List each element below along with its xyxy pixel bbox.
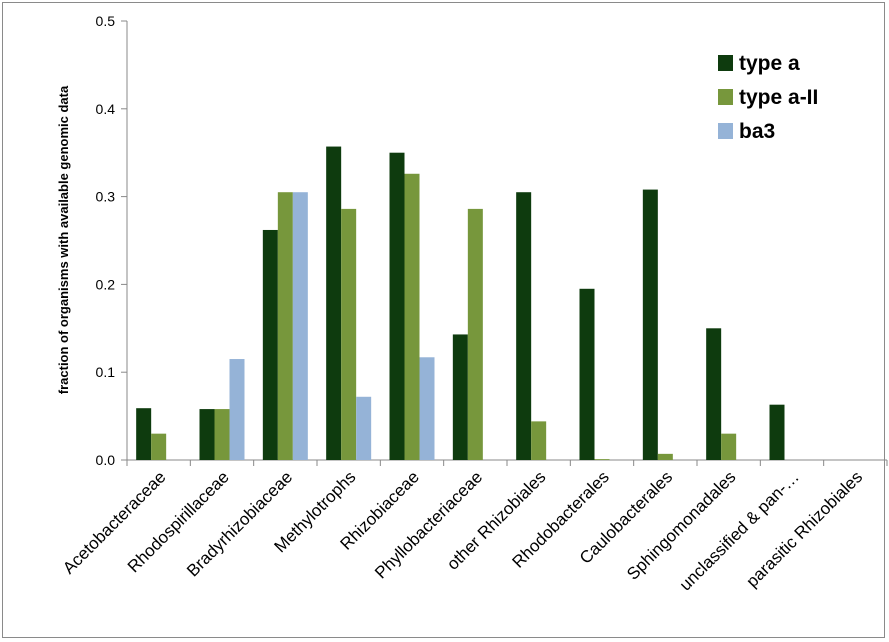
bar-ba3 (292, 192, 308, 460)
bar-type-a (706, 328, 722, 460)
bar-type-a (452, 334, 468, 460)
bar-type-a-ii (341, 208, 357, 460)
legend-label: ba3 (739, 120, 775, 143)
y-tick-label: 0.1 (96, 364, 116, 380)
bar-type-a-ii (277, 192, 293, 460)
y-tick-label: 0.2 (96, 276, 116, 292)
y-tick-label: 0.0 (96, 452, 116, 468)
bar-type-a-ii (214, 409, 230, 460)
y-axis-label: fraction of organisms with available gen… (56, 85, 71, 394)
legend-swatch (718, 89, 733, 105)
bar-ba3 (356, 396, 372, 460)
legend-label: type a (739, 52, 800, 75)
bar-type-a-ii (594, 459, 610, 460)
bar-type-a-ii (151, 433, 167, 460)
y-tick-label: 0.3 (96, 189, 116, 205)
bar-type-a-ii (467, 208, 483, 460)
bar-type-a-ii (404, 173, 420, 460)
x-tick-label: parasitic Rhizobiales (742, 467, 866, 591)
y-axis-ticks: 0.0 0.1 0.2 0.3 0.4 0.5 (96, 13, 127, 468)
y-tick-label: 0.5 (96, 13, 116, 29)
bar-ba3 (419, 357, 435, 460)
bar-type-a (516, 192, 532, 460)
bar-type-a (262, 229, 278, 460)
bar-type-a (136, 408, 152, 460)
bar-type-a (326, 146, 342, 460)
bar-type-a (769, 404, 785, 460)
bar-type-a-ii (721, 433, 737, 460)
x-axis-ticks: AcetobacteraceaeRhodospirillaceaeBradyrh… (59, 460, 888, 594)
bar-ba3 (229, 359, 245, 460)
y-tick-label: 0.4 (96, 101, 116, 117)
legend-swatch (718, 55, 733, 71)
x-tick-label: Phyllobacteriaceae (371, 467, 486, 582)
legend-swatch (718, 123, 733, 139)
x-tick-label: unclassified & pan-… (676, 467, 803, 594)
bar-type-a (642, 189, 658, 461)
bars (136, 146, 785, 461)
legend-label: type a-II (739, 86, 818, 109)
x-tick-label: Acetobacteraceae (59, 467, 169, 577)
bar-type-a (199, 409, 215, 460)
x-tick-label: Bradyrhizobiaceae (183, 467, 296, 580)
x-tick-label: Sphingomonadales (623, 467, 739, 583)
bar-type-a (579, 288, 595, 460)
legend: type a type a-II ba3 (718, 52, 818, 143)
bar-type-a-ii (531, 421, 547, 460)
bar-type-a-ii (657, 453, 673, 460)
bar-type-a (389, 152, 405, 460)
